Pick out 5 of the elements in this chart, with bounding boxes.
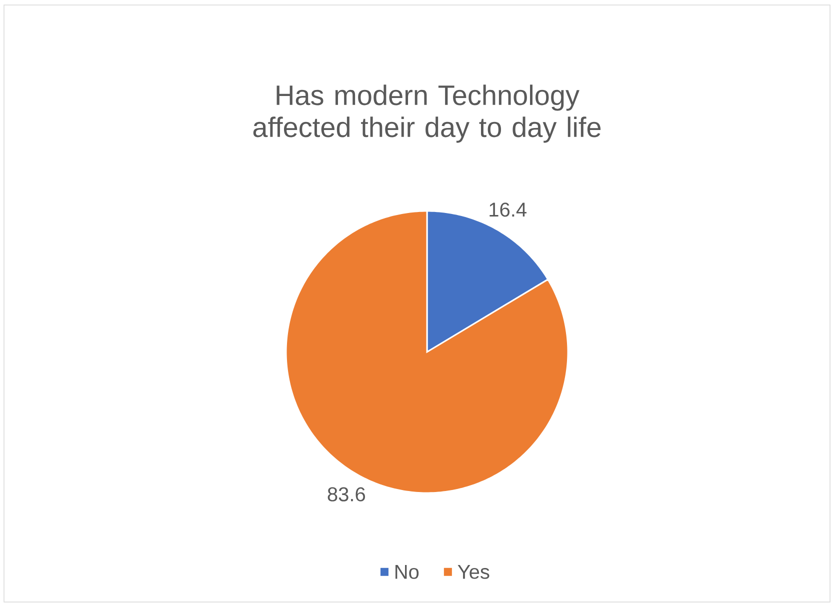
data-label: 16.4 (490, 202, 526, 217)
data-label: 83.6 (328, 487, 365, 502)
chart-title: Has modern Technology affected their day to day life (253, 84, 601, 143)
legend-label: Yes (458, 564, 490, 579)
legend-label: No (396, 564, 419, 579)
